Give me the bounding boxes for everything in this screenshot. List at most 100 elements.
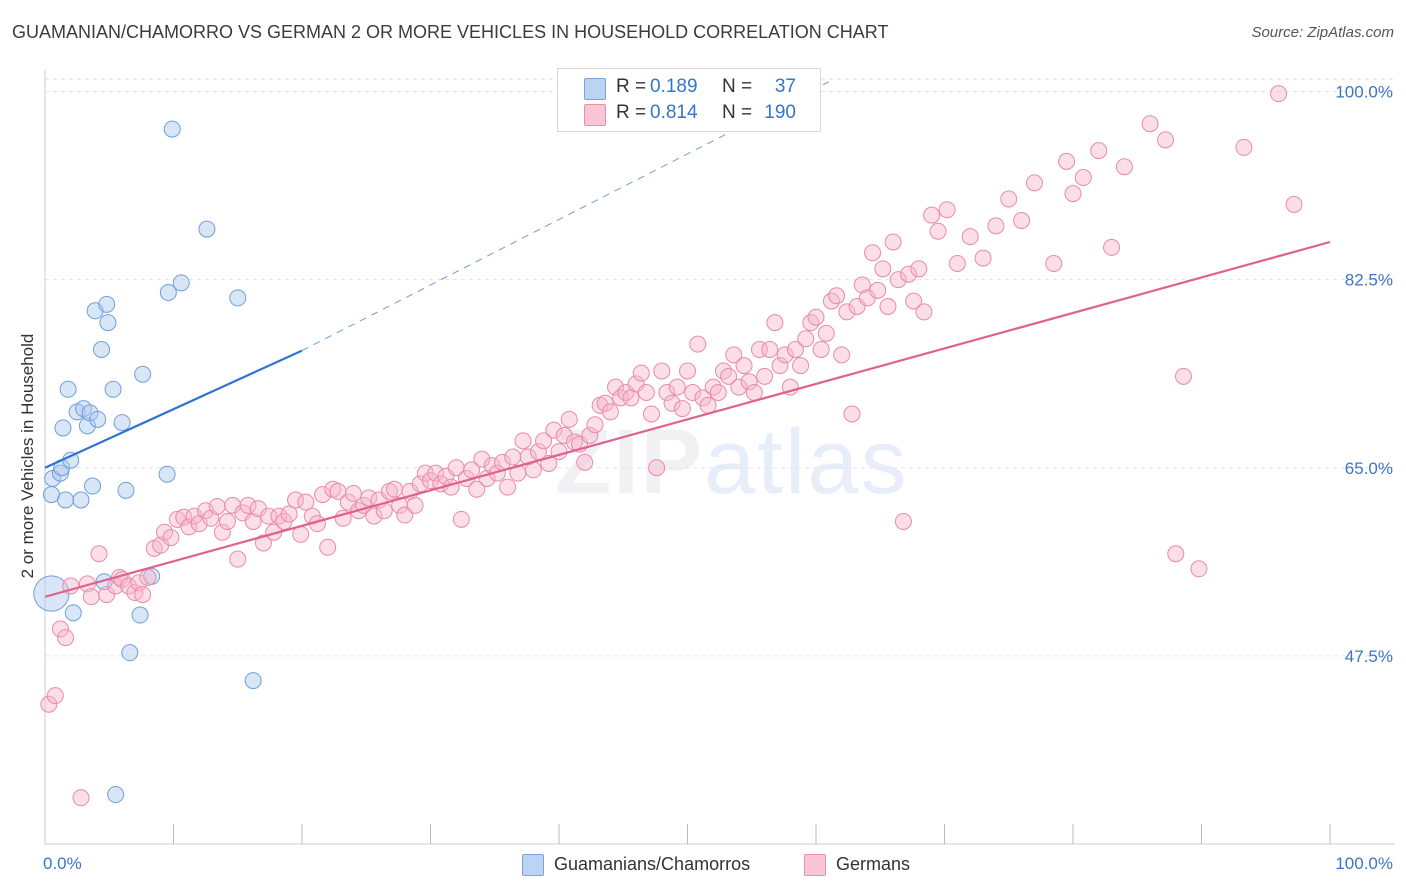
german-point xyxy=(607,378,625,396)
german-point xyxy=(499,478,517,496)
german-point xyxy=(560,410,578,428)
german-point xyxy=(1025,174,1043,192)
bottom-legend-label-germans: Germans xyxy=(836,854,911,874)
legend-swatch-germans xyxy=(584,104,606,126)
german-point xyxy=(244,513,262,530)
german-point xyxy=(1175,367,1193,385)
german-point xyxy=(699,396,717,414)
bottom-legend-swatch-germans xyxy=(804,854,826,876)
german-point xyxy=(319,538,337,556)
german-point xyxy=(514,432,532,450)
german-point xyxy=(601,403,619,421)
german-point xyxy=(545,421,563,439)
guamanian-point xyxy=(93,341,111,358)
german-point xyxy=(879,298,897,315)
german-point xyxy=(134,586,152,604)
german-point xyxy=(822,292,840,310)
german-point xyxy=(229,550,247,568)
german-point xyxy=(473,450,491,468)
guamanian-point xyxy=(72,491,90,509)
german-point xyxy=(46,687,64,705)
german-point xyxy=(1103,238,1121,256)
german-point xyxy=(180,518,198,536)
german-point xyxy=(658,384,676,401)
german-point xyxy=(1090,142,1108,160)
german-point xyxy=(884,233,902,251)
legend-n-value: 37 xyxy=(774,76,796,97)
german-point xyxy=(817,324,835,342)
german-point xyxy=(555,427,573,444)
german-point xyxy=(776,346,794,364)
german-point xyxy=(792,357,810,375)
german-point xyxy=(869,281,887,299)
legend-r-value: 0.814 xyxy=(650,102,698,123)
watermark-zip: ZIP xyxy=(555,411,705,513)
guamanian-point xyxy=(244,672,262,690)
german-point xyxy=(1064,185,1082,203)
guamanian-trend-line xyxy=(44,349,303,469)
german-point xyxy=(1235,138,1253,156)
german-point xyxy=(82,588,100,606)
german-point xyxy=(1013,212,1031,229)
x-tick-label: 100.0% xyxy=(1335,854,1393,873)
german-point xyxy=(139,568,157,586)
german-point xyxy=(643,405,661,423)
german-point xyxy=(596,394,614,412)
german-point xyxy=(833,346,851,364)
german-trend-line xyxy=(44,240,1331,598)
german-point xyxy=(1074,169,1092,186)
german-point xyxy=(576,453,594,471)
guamanian-point xyxy=(42,486,60,504)
german-point xyxy=(1167,545,1185,563)
guamanian-point xyxy=(99,314,117,332)
german-point xyxy=(838,303,856,321)
german-point xyxy=(745,384,763,401)
guamanian-point xyxy=(89,410,107,428)
german-point xyxy=(120,577,138,595)
guamanian-point xyxy=(131,606,149,624)
german-point xyxy=(725,346,743,364)
german-point xyxy=(581,427,599,444)
german-point xyxy=(900,265,918,283)
y-axis-label: 2 or more Vehicles in Household xyxy=(18,333,37,579)
guamanian-point xyxy=(113,414,131,432)
guamanian-point xyxy=(163,120,181,138)
guamanian-point xyxy=(78,417,96,435)
legend-r-value: 0.189 xyxy=(650,76,698,97)
german-point xyxy=(1115,158,1133,176)
guamanian-point xyxy=(51,464,69,482)
x-tick-label: 0.0% xyxy=(43,854,82,873)
german-point xyxy=(637,384,655,401)
german-point xyxy=(1058,152,1076,170)
german-point xyxy=(213,523,231,541)
german-point xyxy=(771,357,789,375)
german-point xyxy=(360,489,378,507)
watermark-atlas: atlas xyxy=(704,411,909,513)
legend-r-label: R = xyxy=(616,76,647,97)
german-point xyxy=(280,505,298,523)
german-point xyxy=(427,464,445,482)
source-label: Source: ZipAtlas.com xyxy=(1251,24,1394,41)
german-point xyxy=(974,249,992,267)
german-point xyxy=(452,510,470,528)
german-point xyxy=(406,496,424,514)
german-point xyxy=(812,341,830,358)
legend-n-value: 190 xyxy=(764,102,796,123)
guamanian-point xyxy=(84,477,102,495)
german-point xyxy=(684,384,702,401)
legend-r-label: R = xyxy=(616,102,647,123)
german-point xyxy=(648,459,666,477)
guamanian-point xyxy=(104,380,122,398)
guamanian-point xyxy=(64,604,82,622)
german-point xyxy=(905,292,923,310)
guamanian-point xyxy=(107,786,125,804)
guamanian-point xyxy=(57,491,75,509)
german-point xyxy=(365,507,383,525)
german-point xyxy=(740,373,758,391)
german-point xyxy=(239,496,257,514)
y-tick-label: 100.0% xyxy=(1335,83,1393,102)
german-point xyxy=(297,493,315,511)
german-point xyxy=(704,378,722,396)
german-point xyxy=(653,362,671,380)
german-point xyxy=(391,496,409,514)
